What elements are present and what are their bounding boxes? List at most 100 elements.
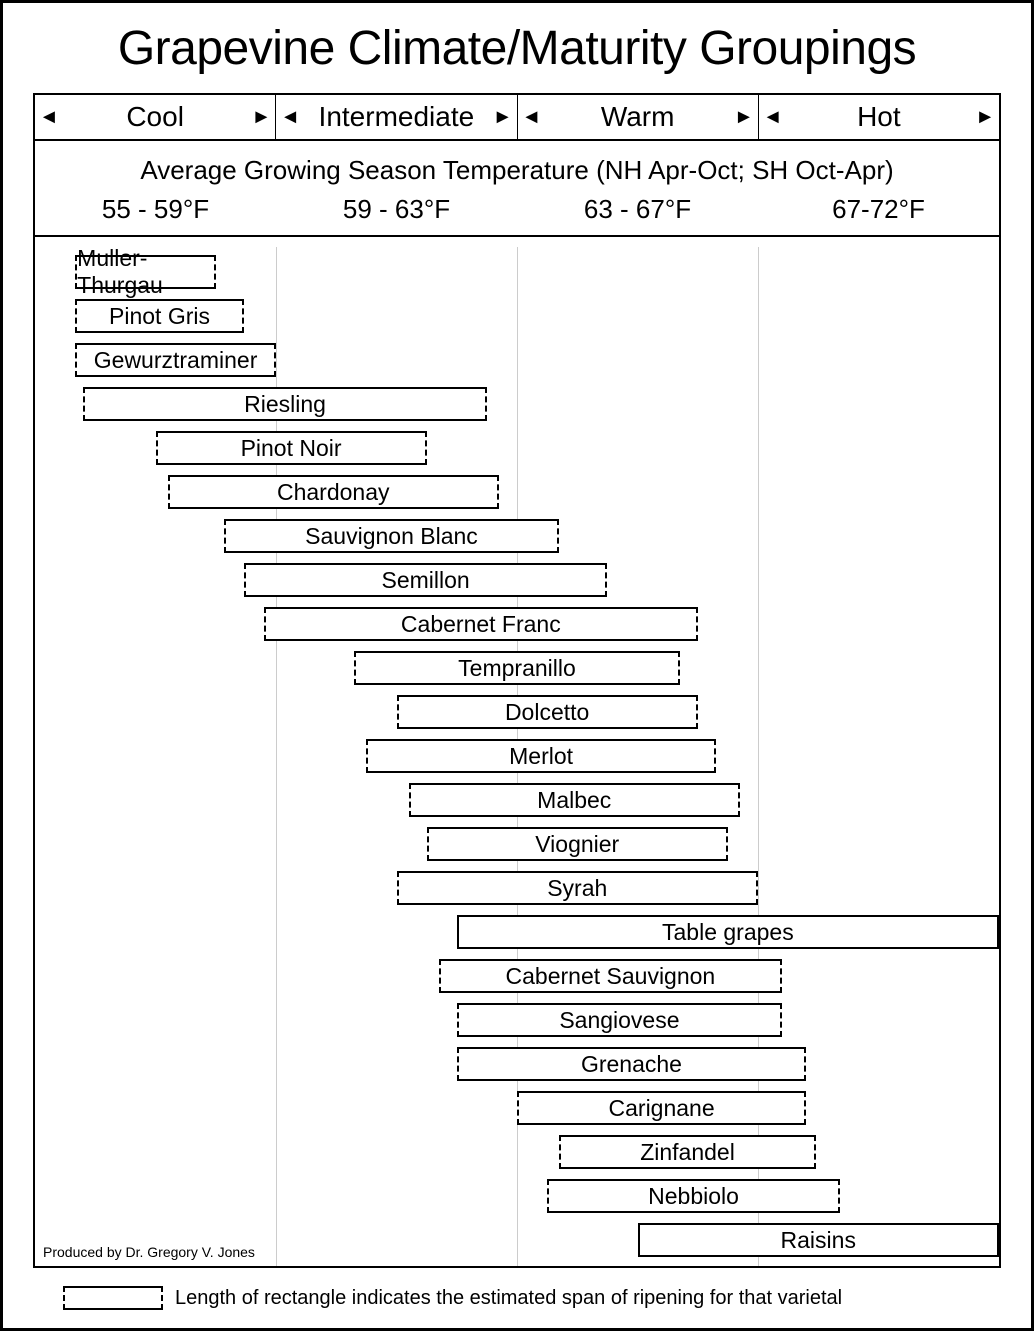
variety-bar: Riesling [83,387,487,421]
variety-bar: Pinot Gris [75,299,244,333]
variety-row: Tempranillo [35,649,999,689]
climate-zone-cell: ◄ Hot ► [759,95,999,139]
variety-row: Table grapes [35,913,999,953]
variety-label: Syrah [547,875,607,902]
climate-zone-cell: ◄ Warm ► [518,95,759,139]
climate-zone-cell: ◄ Intermediate ► [276,95,517,139]
chart-body: Muller-Thurgau Pinot Gris Gewurztraminer Ri… [35,247,999,1266]
arrow-right-icon: ► [975,107,995,127]
variety-bar: Tempranillo [354,651,679,685]
climate-zone-label: Cool [126,101,184,133]
arrow-left-icon: ◄ [39,107,59,127]
variety-bars-stack: Muller-Thurgau Pinot Gris Gewurztraminer Ri… [35,247,999,1261]
variety-bar: Gewurztraminer [75,343,276,377]
variety-bar: Pinot Noir [156,431,427,465]
variety-row: Muller-Thurgau [35,253,999,293]
variety-label: Nebbiolo [648,1183,739,1210]
arrow-left-icon: ◄ [763,107,783,127]
variety-bar: Viognier [427,827,728,861]
variety-bar: Cabernet Franc [264,607,698,641]
variety-row: Zinfandel [35,1133,999,1173]
variety-label: Tempranillo [458,655,576,682]
variety-label: Malbec [537,787,611,814]
variety-row: Gewurztraminer [35,341,999,381]
variety-bar: Grenache [457,1047,806,1081]
variety-row: Merlot [35,737,999,777]
variety-bar: Raisins [638,1223,1000,1257]
variety-row: Dolcetto [35,693,999,733]
chart-frame: ◄ Cool ► ◄ Intermediate ► ◄ Warm ► ◄ Hot ► Average … [33,93,1001,1268]
variety-bar: Syrah [397,871,759,905]
variety-bar: Sauvignon Blanc [224,519,559,553]
temperature-range-label: 63 - 67°F [517,194,758,225]
variety-label: Raisins [781,1227,856,1254]
variety-row: Pinot Noir [35,429,999,469]
variety-bar: Table grapes [457,915,999,949]
variety-row: Pinot Gris [35,297,999,337]
variety-label: Gewurztraminer [94,347,258,374]
variety-bar: Nebbiolo [547,1179,840,1213]
variety-label: Table grapes [662,919,794,946]
variety-bar: Carignane [517,1091,806,1125]
variety-bar: Zinfandel [559,1135,816,1169]
variety-label: Carignane [609,1095,715,1122]
variety-row: Carignane [35,1089,999,1129]
variety-bar: Chardonay [168,475,499,509]
variety-label: Cabernet Sauvignon [506,963,716,990]
variety-row: Cabernet Franc [35,605,999,645]
variety-label: Viognier [535,831,619,858]
variety-bar: Dolcetto [397,695,698,729]
variety-row: Semillon [35,561,999,601]
variety-label: Sauvignon Blanc [305,523,478,550]
variety-row: Grenache [35,1045,999,1085]
variety-bar: Merlot [366,739,715,773]
chart-credit: Produced by Dr. Gregory V. Jones [43,1244,255,1260]
variety-label: Pinot Gris [109,303,210,330]
variety-row: Cabernet Sauvignon [35,957,999,997]
variety-label: Pinot Noir [241,435,342,462]
chart-title: Grapevine Climate/Maturity Groupings [3,21,1031,76]
variety-bar: Sangiovese [457,1003,782,1037]
variety-bar: Muller-Thurgau [75,255,216,289]
variety-row: Malbec [35,781,999,821]
chart-subtitle: Average Growing Season Temperature (NH A… [35,141,999,186]
variety-label: Merlot [509,743,573,770]
arrow-right-icon: ► [251,107,271,127]
variety-label: Sangiovese [559,1007,679,1034]
legend-swatch [63,1286,163,1310]
variety-row: Viognier [35,825,999,865]
temperature-range-label: 67-72°F [758,194,999,225]
arrow-left-icon: ◄ [522,107,542,127]
temperature-range-row: 55 - 59°F59 - 63°F63 - 67°F67-72°F [35,194,999,237]
variety-row: Sangiovese [35,1001,999,1041]
variety-label: Chardonay [277,479,390,506]
arrow-right-icon: ► [734,107,754,127]
variety-label: Cabernet Franc [401,611,561,638]
variety-label: Riesling [244,391,326,418]
variety-row: Syrah [35,869,999,909]
variety-bar: Cabernet Sauvignon [439,959,782,993]
variety-bar: Malbec [409,783,740,817]
variety-label: Grenache [581,1051,682,1078]
variety-label: Zinfandel [640,1139,735,1166]
climate-zone-label: Hot [857,101,901,133]
climate-zone-label: Warm [601,101,675,133]
legend-text: Length of rectangle indicates the estima… [175,1287,842,1310]
climate-zone-label: Intermediate [319,101,475,133]
variety-bar: Semillon [244,563,608,597]
arrow-right-icon: ► [493,107,513,127]
temperature-range-label: 55 - 59°F [35,194,276,225]
climate-zone-cell: ◄ Cool ► [35,95,276,139]
variety-row: Sauvignon Blanc [35,517,999,557]
chart-legend: Length of rectangle indicates the estima… [63,1286,1001,1310]
arrow-left-icon: ◄ [280,107,300,127]
climate-zones-header: ◄ Cool ► ◄ Intermediate ► ◄ Warm ► ◄ Hot ► [35,95,999,141]
variety-label: Dolcetto [505,699,589,726]
chart-outer-frame: Grapevine Climate/Maturity Groupings ◄ Co… [0,0,1034,1331]
variety-label: Semillon [382,567,470,594]
variety-label: Muller-Thurgau [77,247,214,299]
temperature-range-label: 59 - 63°F [276,194,517,225]
variety-row: Riesling [35,385,999,425]
variety-row: Nebbiolo [35,1177,999,1217]
variety-row: Chardonay [35,473,999,513]
